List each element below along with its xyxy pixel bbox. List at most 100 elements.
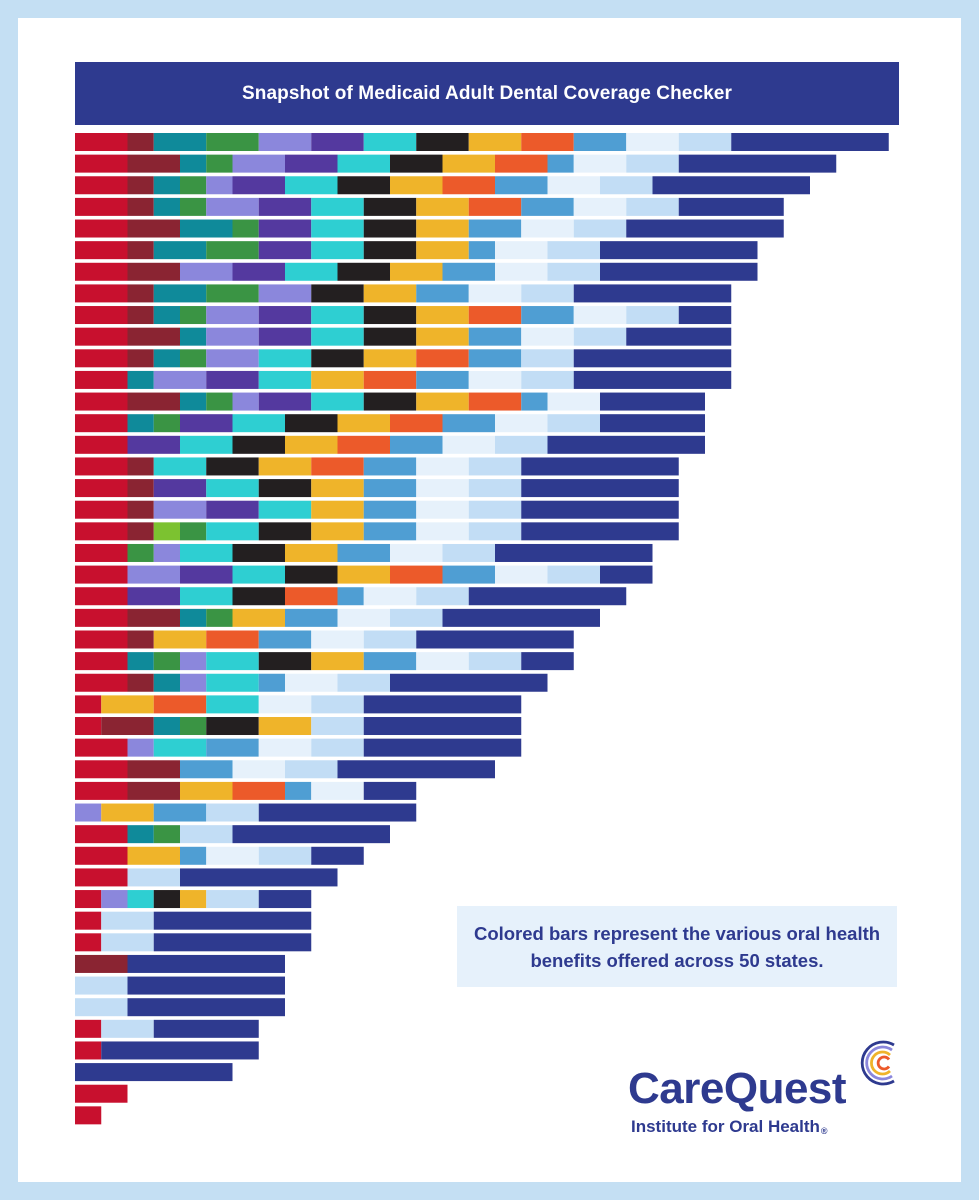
bar-row [75, 1106, 102, 1125]
bar-row [75, 630, 574, 649]
bar-segment [258, 392, 312, 411]
bar-segment [127, 479, 154, 498]
bar-segment [495, 435, 548, 454]
bar-segment [206, 630, 259, 649]
bar-segment [521, 133, 574, 151]
bar-segment [416, 392, 469, 411]
bar-segment [127, 327, 180, 346]
bar-segment [521, 392, 548, 411]
bar-segment [180, 565, 233, 584]
bar-segment [75, 695, 102, 714]
bar-segment [468, 392, 522, 411]
bar-segment [127, 890, 154, 909]
bar-segment [180, 781, 233, 800]
bar-segment [75, 630, 128, 649]
bar-segment [521, 500, 679, 519]
bar-row [75, 1063, 233, 1082]
bar-segment [180, 154, 207, 173]
bar-row [75, 846, 364, 865]
bar-segment [416, 479, 469, 498]
bar-row [75, 327, 732, 346]
bar-segment [600, 414, 705, 433]
bar-segment [232, 414, 285, 433]
bar-segment [180, 435, 233, 454]
bar-segment [75, 890, 102, 909]
bar-segment [232, 154, 285, 173]
bar-segment [416, 587, 469, 606]
bar-segment [285, 781, 312, 800]
bar-segment [258, 349, 312, 368]
bar-segment [442, 414, 495, 433]
bar-segment [75, 587, 128, 606]
bar-segment [363, 349, 417, 368]
bar-segment [468, 587, 627, 606]
bar-segment [127, 500, 154, 519]
bar-row [75, 133, 889, 151]
bar-row [75, 911, 312, 930]
bar-segment [127, 306, 154, 325]
bar-segment [127, 370, 154, 389]
bar-segment [600, 392, 705, 411]
bar-segment [311, 241, 364, 260]
bar-segment [258, 846, 312, 865]
bar-segment [468, 457, 522, 476]
bar-segment [180, 392, 207, 411]
logo-subtitle: Institute for Oral Health® [631, 1117, 828, 1136]
bar-segment [75, 543, 128, 562]
bar-segment [468, 284, 522, 303]
bar-segment [180, 608, 207, 627]
bar-segment [206, 500, 259, 519]
bar-segment [258, 284, 312, 303]
bar-segment [258, 327, 312, 346]
bar-segment [127, 652, 154, 671]
bar-segment [232, 176, 285, 195]
bar-row [75, 803, 417, 822]
bar-segment [626, 327, 732, 346]
bar-segment [232, 435, 285, 454]
bar-segment [495, 565, 548, 584]
bar-segment [206, 197, 259, 216]
bar-segment [442, 176, 495, 195]
bar-segment [258, 500, 312, 519]
bar-segment [127, 133, 154, 151]
bar-segment [153, 370, 207, 389]
bar-segment [153, 803, 207, 822]
bar-segment [258, 370, 312, 389]
bar-segment [127, 846, 180, 865]
bar-segment [468, 241, 495, 260]
bar-segment [416, 327, 469, 346]
bar-segment [311, 630, 364, 649]
bar-segment [285, 262, 338, 281]
bar-segment [363, 241, 417, 260]
bar-segment [626, 197, 679, 216]
bar-segment [363, 630, 417, 649]
bar-segment [153, 673, 180, 692]
bar-segment [311, 717, 364, 736]
bar-row [75, 306, 732, 325]
bar-segment [153, 933, 312, 952]
bar-segment [127, 954, 285, 973]
bar-segment [180, 262, 233, 281]
bar-segment [75, 608, 128, 627]
bar-segment [311, 219, 364, 238]
bar-segment [311, 522, 364, 541]
bar-segment [521, 306, 574, 325]
bar-segment [363, 284, 417, 303]
bar-segment [153, 695, 207, 714]
bar-segment [75, 435, 128, 454]
bar-segment [337, 176, 390, 195]
chart-title: Snapshot of Medicaid Adult Dental Covera… [75, 62, 899, 125]
bar-segment [547, 435, 705, 454]
bar-segment [416, 522, 469, 541]
bar-segment [573, 370, 732, 389]
bar-segment [75, 998, 128, 1017]
bar-segment [101, 890, 128, 909]
bar-row [75, 349, 732, 368]
bar-segment [153, 284, 207, 303]
bar-segment [206, 133, 259, 151]
bar-segment [101, 933, 154, 952]
bar-segment [206, 652, 259, 671]
bar-segment [75, 349, 128, 368]
bar-segment [153, 414, 180, 433]
bar-segment [468, 522, 522, 541]
